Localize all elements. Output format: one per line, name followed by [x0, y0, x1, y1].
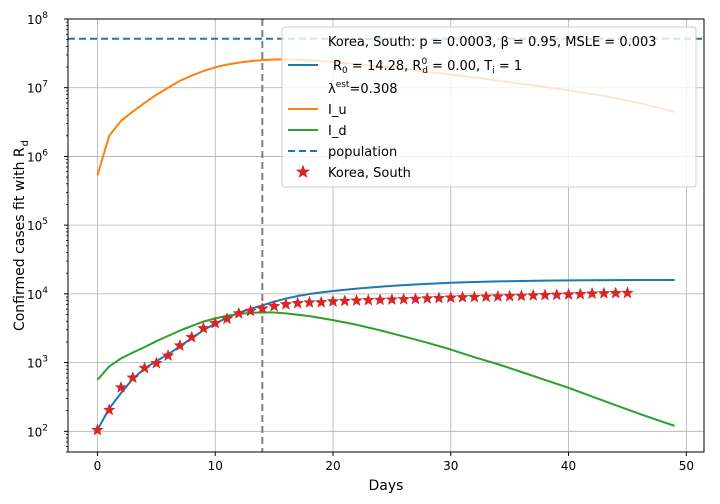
observed-point	[479, 290, 493, 303]
observed-point	[232, 306, 246, 319]
x-axis-label: Days	[369, 478, 404, 494]
observed-point	[197, 321, 210, 334]
observed-point	[314, 295, 328, 308]
y-tick-label: 105	[27, 217, 48, 233]
x-tick-label: 10	[208, 459, 223, 473]
x-tick-label: 40	[561, 459, 576, 473]
observed-point	[597, 286, 611, 299]
legend-entry-observed-label: Korea, South	[328, 166, 411, 181]
legend-r0-value: = 14.28, R	[348, 59, 422, 74]
observed-point	[573, 287, 587, 300]
x-tick-label: 50	[679, 459, 694, 473]
observed-point	[526, 288, 540, 301]
legend-r0-sub: 0	[342, 66, 348, 76]
x-tick-label: 0	[94, 459, 102, 473]
y-axis: 102 103 104 105 106 107 108	[27, 11, 68, 453]
fit-line	[96, 278, 675, 431]
observed-point	[208, 316, 222, 329]
legend-lambda-value: =0.308	[349, 82, 397, 97]
y-axis-label: Confirmed cases fit with Rd	[12, 140, 31, 331]
observed-point	[456, 290, 469, 303]
y-tick-label: 106	[27, 148, 48, 164]
observed-point	[149, 356, 163, 369]
legend-entry-observed-swatch	[295, 164, 311, 179]
x-axis: 0 10 20 30 40 50	[94, 452, 694, 473]
observed-point	[491, 289, 505, 302]
observed-point	[102, 403, 116, 416]
x-tick-label: 20	[325, 459, 340, 473]
observed-point	[397, 292, 411, 305]
i-d-line	[96, 311, 675, 427]
observed-point	[326, 294, 340, 307]
legend-lambda-symbol: λ	[328, 82, 336, 97]
observed-point	[114, 380, 128, 394]
legend-entry-population-label: population	[328, 145, 397, 160]
legend-title-line: Korea, South: p = 0.0003, β = 0.95, MSLE…	[328, 35, 657, 50]
observed-point	[385, 292, 399, 306]
observed-point	[467, 290, 481, 303]
legend: Korea, South: p = 0.0003, β = 0.95, MSLE…	[281, 26, 697, 188]
observed-point	[244, 304, 257, 317]
observed-point	[303, 295, 316, 308]
y-axis-label-main: Confirmed cases fit with R	[12, 147, 28, 331]
observed-point	[161, 348, 175, 362]
observed-point	[185, 330, 199, 343]
observed-point	[503, 289, 517, 302]
y-tick-label: 107	[27, 80, 48, 96]
legend-lambda: λest=0.308	[328, 80, 398, 97]
observed-point	[126, 371, 140, 384]
observed-point	[255, 301, 269, 315]
legend-r0d-value: = 0.00, T	[428, 59, 492, 74]
observed-point	[91, 423, 104, 436]
observed-point	[279, 297, 293, 310]
legend-fit-params: R0 = 14.28, R0 d = 0.00, Ti = 1	[333, 57, 522, 76]
observed-point	[538, 288, 552, 301]
x-tick-label: 30	[443, 459, 458, 473]
observed-point	[609, 286, 623, 299]
legend-ti-value: = 1	[495, 59, 522, 74]
observed-point	[515, 289, 528, 302]
observed-point	[267, 299, 281, 312]
observed-point	[444, 290, 458, 304]
y-tick-label: 102	[27, 423, 48, 439]
y-tick-label: 104	[27, 286, 48, 302]
observed-point	[432, 291, 446, 304]
legend-lambda-sup: est	[336, 80, 350, 90]
legend-ti-sub: i	[492, 66, 495, 76]
observed-point	[361, 293, 375, 306]
legend-entry-i-d-label: I_d	[328, 124, 347, 139]
observed-point	[338, 294, 352, 307]
y-tick-label: 108	[27, 11, 48, 27]
legend-entries: I_u I_d population Korea, South	[288, 103, 411, 181]
y-axis-label-sub: d	[20, 140, 31, 146]
observed-point	[373, 293, 387, 306]
observed-point	[138, 361, 151, 374]
legend-r0d-sub: d	[422, 66, 428, 76]
observed-point	[291, 296, 305, 309]
legend-box	[281, 26, 697, 188]
observed-point	[420, 291, 434, 304]
observed-point	[621, 286, 634, 299]
legend-entry-i-u-label: I_u	[328, 103, 347, 118]
y-tick-label: 103	[27, 355, 48, 371]
observed-point	[409, 292, 422, 305]
observed-point	[220, 312, 234, 325]
legend-r0d-sup: 0	[421, 57, 427, 67]
observed-point	[585, 286, 599, 300]
observed-point	[173, 338, 187, 352]
legend-r0-symbol: R	[333, 59, 342, 74]
observed-point	[562, 287, 575, 300]
observed-point	[350, 293, 363, 307]
observed-point	[550, 288, 564, 301]
